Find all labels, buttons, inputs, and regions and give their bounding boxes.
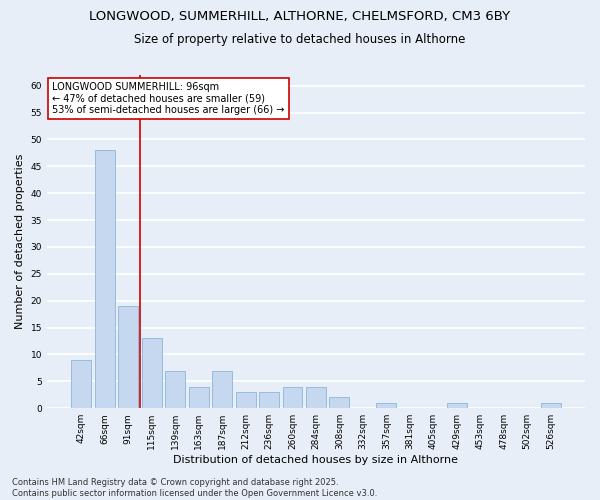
Bar (376, 403, 397, 408)
Bar (95, 150, 115, 408)
Bar (329, 398, 349, 408)
Bar (142, 338, 162, 408)
Text: Size of property relative to detached houses in Althorne: Size of property relative to detached ho… (134, 32, 466, 46)
Bar (259, 392, 279, 408)
Bar (188, 386, 209, 408)
Bar (212, 370, 232, 408)
Bar (541, 403, 560, 408)
Bar (118, 306, 138, 408)
Text: Contains HM Land Registry data © Crown copyright and database right 2025.
Contai: Contains HM Land Registry data © Crown c… (12, 478, 377, 498)
Bar (447, 403, 467, 408)
X-axis label: Distribution of detached houses by size in Althorne: Distribution of detached houses by size … (173, 455, 458, 465)
Bar (165, 370, 185, 408)
Text: LONGWOOD, SUMMERHILL, ALTHORNE, CHELMSFORD, CM3 6BY: LONGWOOD, SUMMERHILL, ALTHORNE, CHELMSFO… (89, 10, 511, 23)
Bar (71, 360, 91, 408)
Bar (236, 392, 256, 408)
Text: LONGWOOD SUMMERHILL: 96sqm
← 47% of detached houses are smaller (59)
53% of semi: LONGWOOD SUMMERHILL: 96sqm ← 47% of deta… (52, 82, 284, 115)
Bar (306, 386, 326, 408)
Y-axis label: Number of detached properties: Number of detached properties (15, 154, 25, 330)
Bar (283, 386, 302, 408)
